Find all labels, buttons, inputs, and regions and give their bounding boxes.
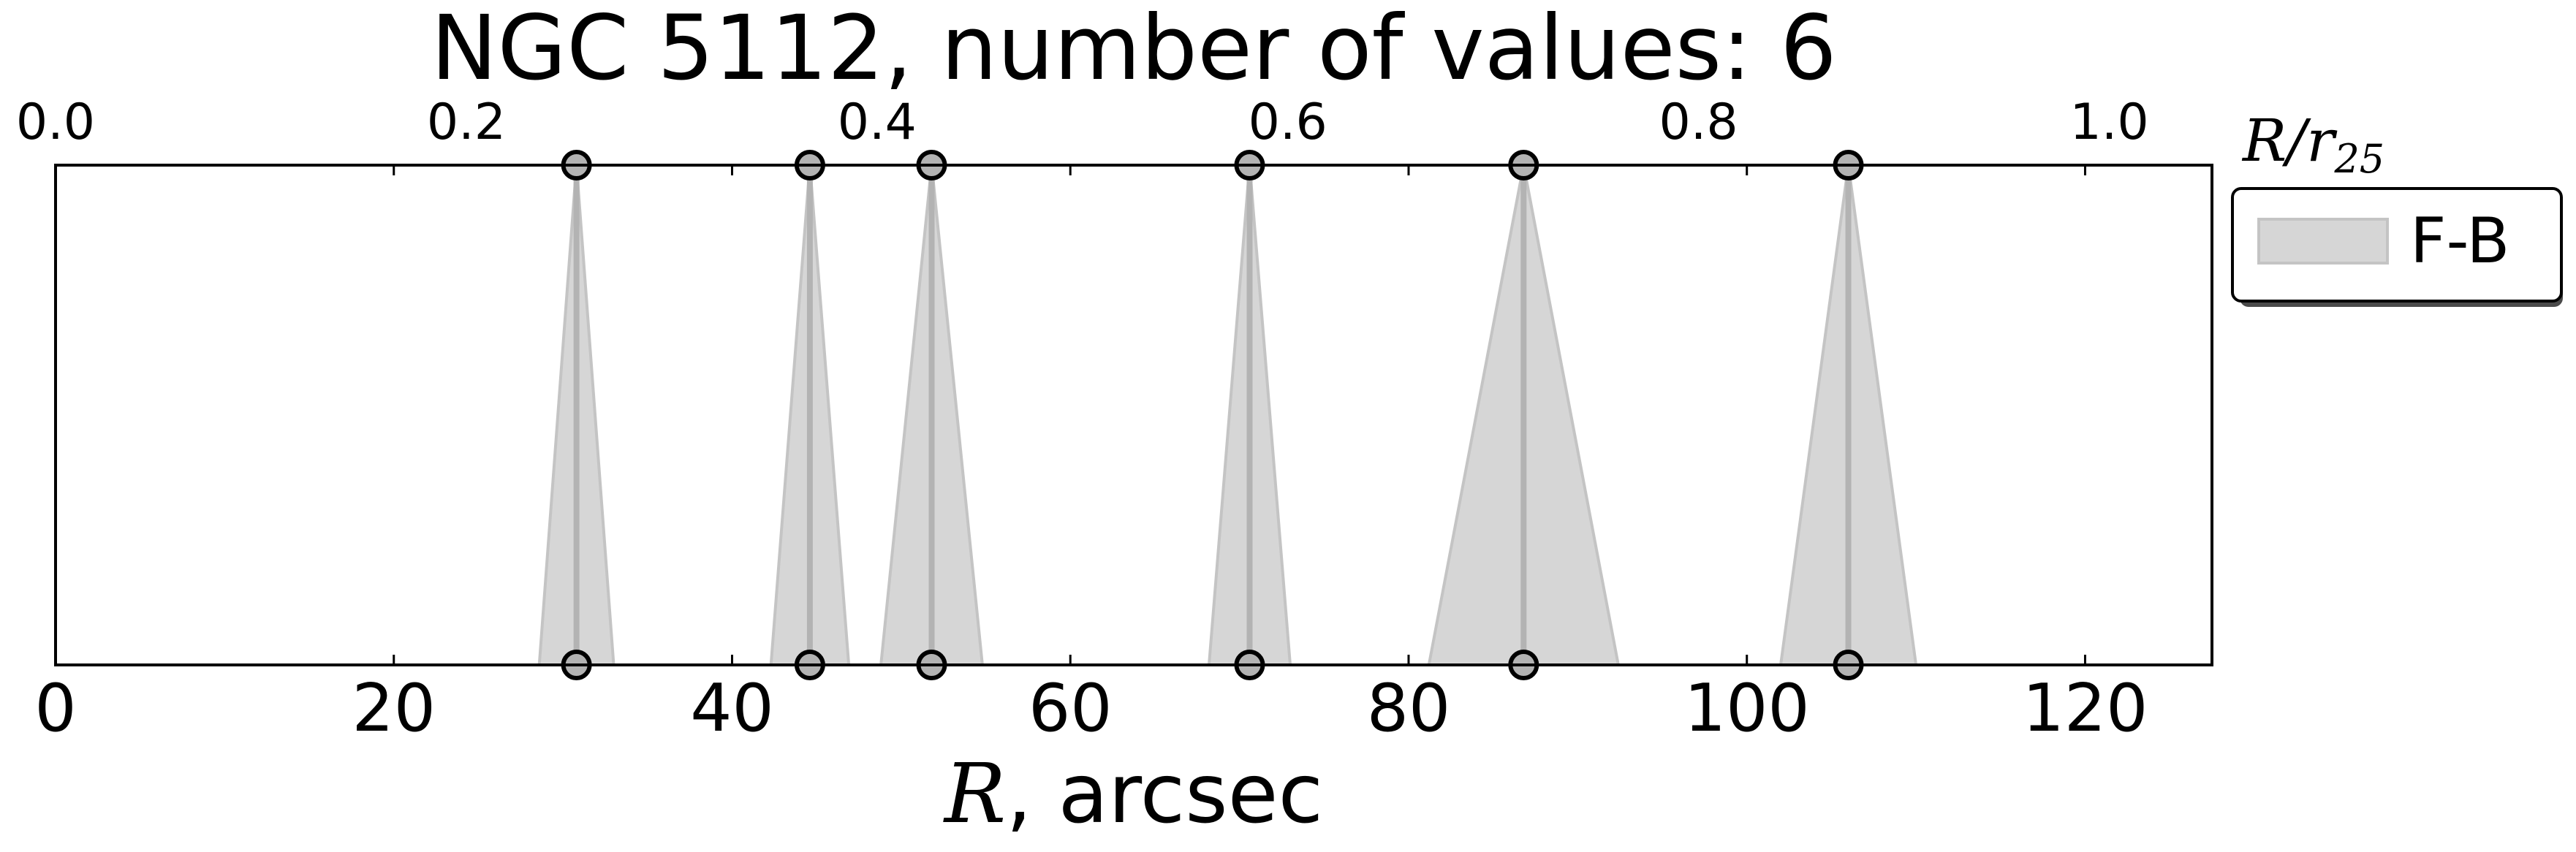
x-tick-label-20: 20 (352, 670, 436, 747)
top-tick-label-1: 0.2 (427, 94, 506, 151)
top-axis-label-sub: 25 (2333, 136, 2384, 182)
x-tick-label-100: 100 (1684, 670, 1810, 747)
x-axis-label-var: R (943, 747, 1006, 842)
legend-box (2231, 187, 2563, 303)
legend-label-fb: F-B (2410, 205, 2509, 278)
legend: F-B (2231, 187, 2563, 307)
bottom-axis-ticks: 0 20 40 60 80 100 120 (34, 165, 2148, 747)
top-tick-label-5: 1.0 (2069, 94, 2148, 151)
top-axis-ticks: 0.0 0.2 0.4 0.6 0.8 1.0 (16, 94, 2149, 151)
top-tick-label-3: 0.6 (1249, 94, 1327, 151)
legend-swatch (2257, 218, 2389, 265)
data-marks (537, 150, 1918, 680)
top-tick-label-0: 0.0 (16, 94, 95, 151)
top-axis-label-var: R/r (2241, 107, 2338, 175)
top-tick-label-2: 0.4 (838, 94, 917, 151)
top-tick-label-4: 0.8 (1659, 94, 1738, 151)
x-tick-label-120: 120 (2023, 670, 2148, 747)
chart-title: NGC 5112, number of values: 6 (431, 0, 1836, 100)
x-axis-label-rest: , arcsec (1006, 747, 1323, 842)
x-tick-label-0: 0 (34, 670, 76, 747)
x-tick-label-40: 40 (690, 670, 774, 747)
plot-frame (54, 164, 2213, 666)
x-tick-label-80: 80 (1367, 670, 1451, 747)
top-axis-label: R/r25 (2241, 107, 2384, 182)
x-tick-label-60: 60 (1028, 670, 1113, 747)
x-axis-label: R, arcsec (943, 747, 1323, 842)
